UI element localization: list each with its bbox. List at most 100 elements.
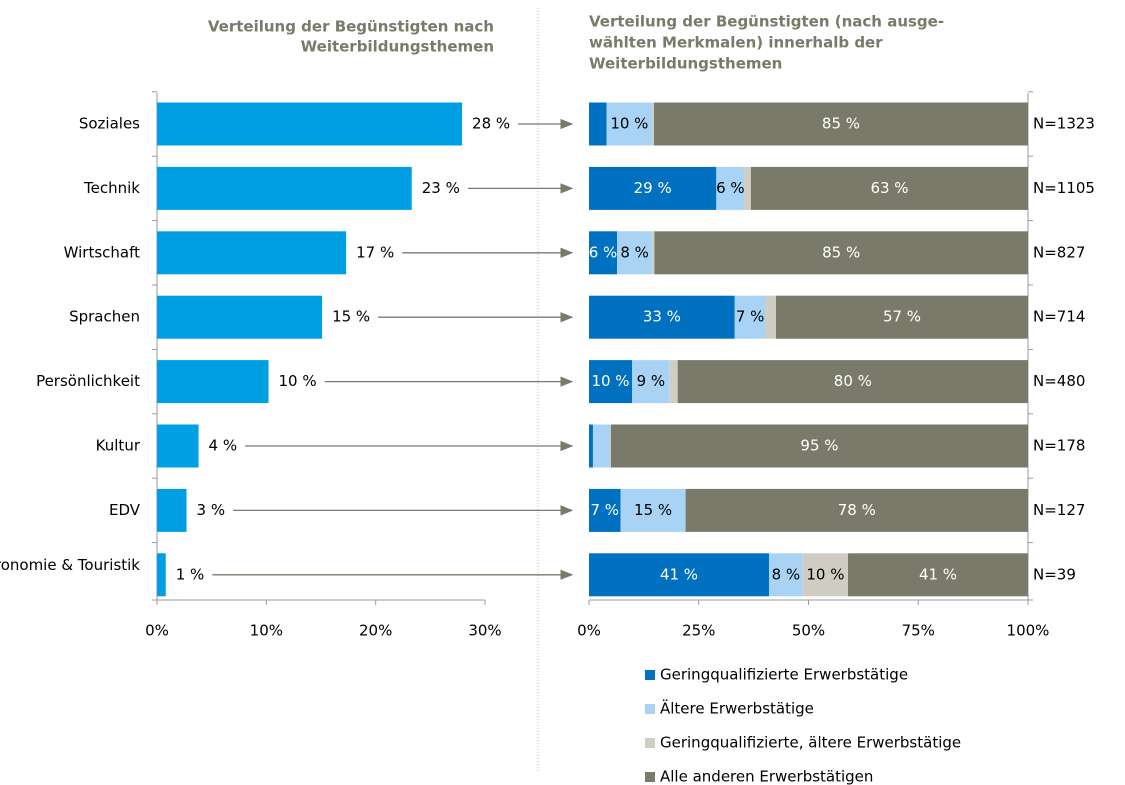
data-label: 9 % (637, 372, 666, 390)
y-tick-label: Soziales (79, 115, 140, 133)
data-label: 85 % (822, 243, 860, 261)
x-tick-label: 100% (1007, 622, 1050, 640)
x-tick-label: 50% (792, 622, 825, 640)
data-label: 6 % (716, 179, 745, 197)
bar-segment (592, 424, 611, 468)
bar-segment (677, 360, 1028, 404)
data-label: 80 % (834, 372, 872, 390)
chart-title: Verteilung der Begünstigten nach (208, 18, 494, 36)
y-tick-label: Technik (83, 179, 140, 197)
bar-segment (744, 166, 751, 210)
data-label: 15 % (332, 308, 370, 326)
n-label: N=1105 (1033, 179, 1095, 197)
x-tick-label: 30% (468, 622, 501, 640)
bar-segment (734, 295, 766, 339)
data-label: 95 % (800, 437, 838, 455)
bar-segment (589, 488, 621, 532)
bar-segment (632, 360, 670, 404)
legend-label: Geringqualifizierte Erwerbstätige (660, 666, 908, 684)
data-label: 4 % (209, 437, 238, 455)
data-label: 10 % (591, 372, 629, 390)
y-tick-label: EDV (109, 501, 141, 519)
data-label: 17 % (356, 243, 394, 261)
bar (157, 166, 412, 210)
data-label: 78 % (838, 501, 876, 519)
bar-segment (654, 231, 1028, 275)
legend-swatch (645, 772, 655, 782)
bar (157, 488, 187, 532)
data-label: 7 % (591, 501, 620, 519)
legend-label: Alle anderen Erwerbstätigen (660, 768, 873, 785)
data-label: 28 % (472, 115, 510, 133)
x-tick-label: 25% (682, 622, 715, 640)
data-label: 15 % (634, 501, 672, 519)
legend-label: Geringqualifizierte, ältere Erwerbstätig… (660, 734, 961, 752)
bar-segment (610, 424, 1028, 468)
data-label: 63 % (870, 179, 908, 197)
data-label: 1 % (176, 565, 205, 583)
bar-segment (652, 102, 654, 146)
legend-label: Ältere Erwerbstätige (660, 699, 814, 718)
bar-segment (589, 231, 618, 275)
bar-segment (768, 553, 803, 597)
bar-segment (589, 424, 593, 468)
n-label: N=714 (1033, 308, 1085, 326)
bar-segment (589, 360, 633, 404)
data-label: 29 % (634, 179, 672, 197)
bar-segment (685, 488, 1028, 532)
x-tick-label: 75% (902, 622, 935, 640)
bar-segment (716, 166, 745, 210)
y-tick-label: Wirtschaft (64, 243, 140, 261)
bar-segment (620, 488, 686, 532)
bar-segment (750, 166, 1028, 210)
chart-title: Verteilung der Begünstigten (nach ausge- (589, 13, 944, 31)
n-label: N=127 (1033, 501, 1085, 519)
bar (157, 295, 323, 339)
data-label: 41 % (919, 565, 957, 583)
bar (157, 553, 166, 597)
bar (157, 231, 347, 275)
bar-segment (589, 553, 769, 597)
n-label: N=480 (1033, 372, 1085, 390)
n-label: N=178 (1033, 437, 1085, 455)
bar-segment (765, 295, 777, 339)
data-label: 8 % (620, 243, 649, 261)
bar-segment (652, 231, 655, 275)
x-tick-label: 0% (145, 622, 169, 640)
legend-swatch (645, 704, 655, 714)
bar (157, 424, 199, 468)
y-tick-label: Persönlichkeit (36, 372, 140, 390)
bar-segment (669, 360, 678, 404)
bar-segment (606, 102, 653, 146)
data-label: 10 % (610, 115, 648, 133)
bar-segment (589, 166, 717, 210)
bar-segment (653, 102, 1028, 146)
y-tick-label: Gastronomie & Touristik (0, 555, 140, 573)
data-label: 33 % (643, 308, 681, 326)
data-label: 6 % (589, 243, 618, 261)
data-label: 57 % (883, 308, 921, 326)
x-tick-label: 20% (359, 622, 392, 640)
chart-title: Weiterbildungsthemen (589, 55, 782, 73)
bar-segment (610, 424, 611, 468)
data-label: 3 % (197, 501, 226, 519)
data-label: 85 % (822, 115, 860, 133)
bar-segment (848, 553, 1028, 597)
bar-segment (589, 102, 607, 146)
x-tick-label: 10% (250, 622, 283, 640)
n-label: N=39 (1033, 565, 1076, 583)
bar (157, 102, 463, 146)
y-tick-label: Kultur (96, 437, 141, 455)
chart-title: Weiterbildungsthemen (301, 38, 494, 56)
y-tick-label: Sprachen (69, 308, 140, 326)
legend-swatch (645, 670, 655, 680)
n-label: N=1323 (1033, 115, 1095, 133)
bar-segment (802, 553, 849, 597)
data-label: 7 % (736, 308, 765, 326)
data-label: 41 % (660, 565, 698, 583)
chart-title: wählten Merkmalen) innerhalb der (589, 34, 883, 52)
data-label: 23 % (422, 179, 460, 197)
bar-segment (589, 295, 735, 339)
bar (157, 360, 269, 404)
